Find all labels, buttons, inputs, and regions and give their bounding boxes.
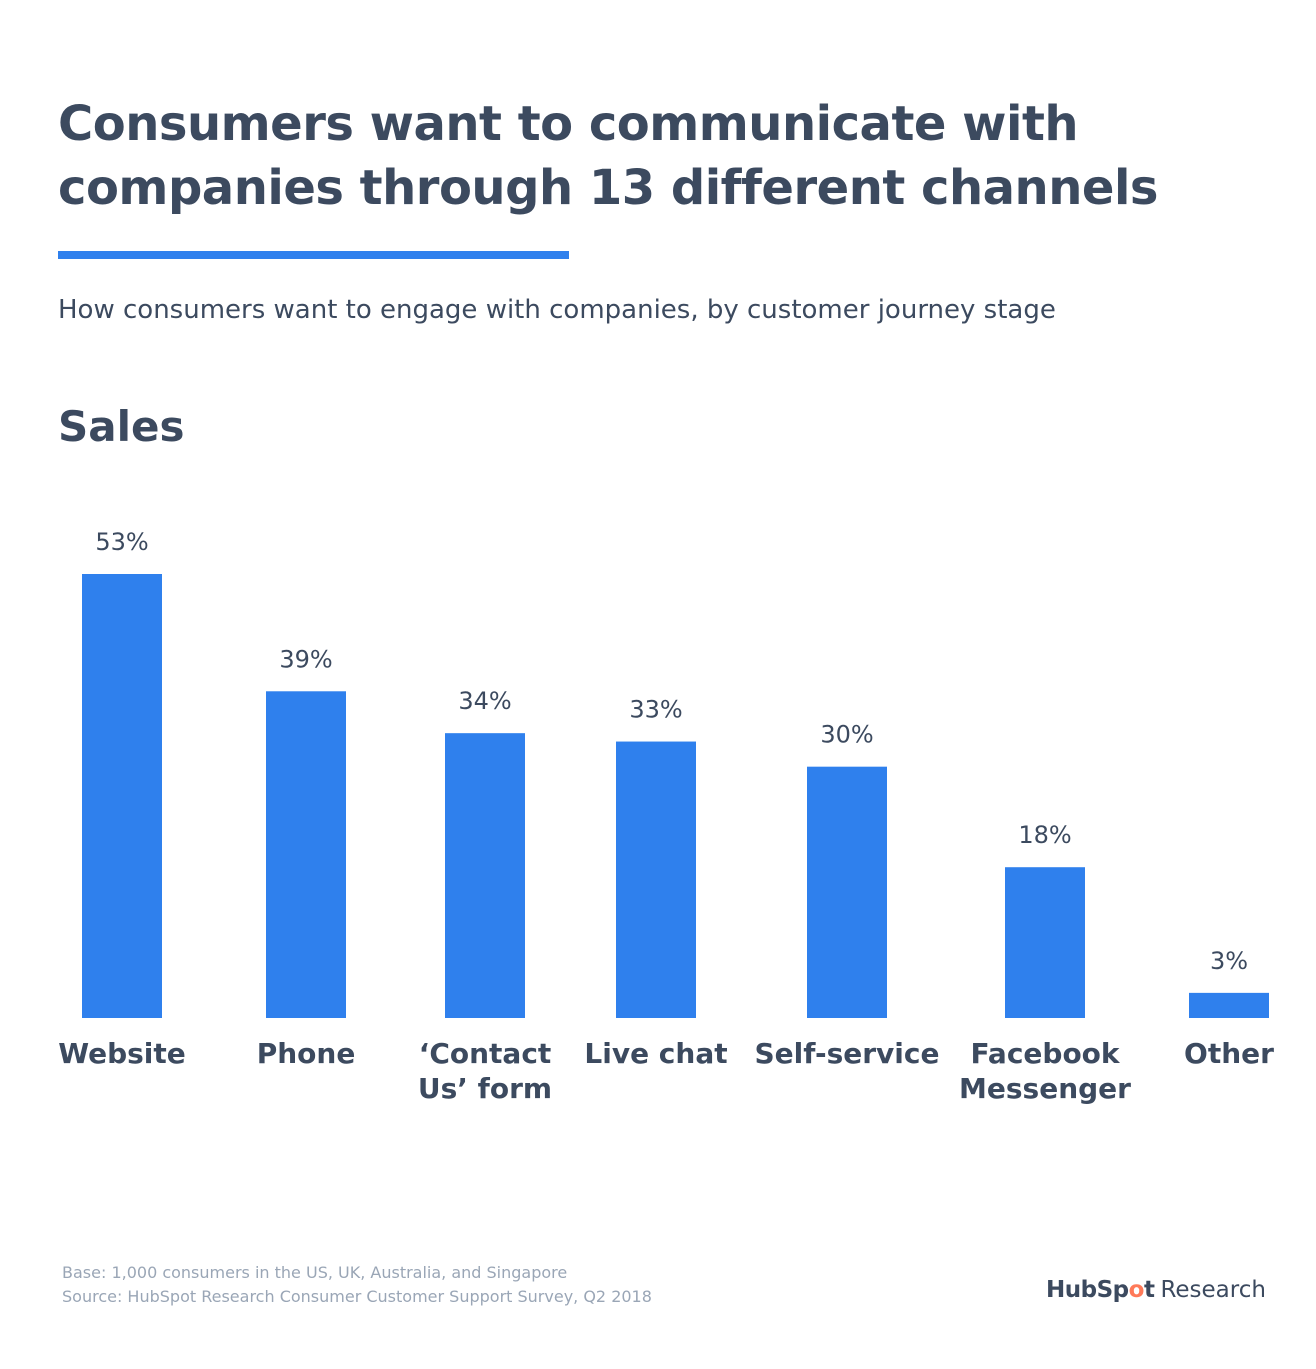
bar [266, 691, 346, 1018]
footnote-source: Source: HubSpot Research Consumer Custom… [62, 1287, 652, 1306]
category-label: Self-service [755, 1037, 940, 1070]
category-label: ‘Contact Us’ form [418, 1037, 552, 1105]
bar [1005, 867, 1085, 1018]
category-label: Other [1184, 1037, 1274, 1070]
section-label: Sales [58, 402, 185, 451]
footnote: Base: 1,000 consumers in the US, UK, Aus… [62, 1261, 652, 1309]
category-label-line: Self-service [755, 1037, 940, 1070]
value-labels-group: 53% 39% 34% 33% 30% 18% 3% [95, 528, 1248, 975]
category-label-line: Live chat [584, 1037, 727, 1070]
bar [1189, 992, 1269, 1018]
bar [616, 741, 696, 1018]
category-label: Website [58, 1037, 186, 1070]
category-label-line: Other [1184, 1037, 1274, 1070]
category-label-line: Messenger [959, 1072, 1131, 1105]
sprocket-icon: o [1128, 1277, 1145, 1303]
category-labels-group: Website Phone ‘Contact Us’ form Live chat Sel… [58, 1037, 1274, 1105]
value-label: 3% [1210, 947, 1248, 975]
value-label: 34% [458, 687, 511, 715]
value-label: 53% [95, 528, 148, 556]
category-label-line: Facebook [970, 1037, 1120, 1070]
chart-subtitle: How consumers want to engage with compan… [58, 295, 1056, 325]
category-label-line: Website [58, 1037, 186, 1070]
logo-text-end: t [1143, 1277, 1155, 1303]
footnote-base: Base: 1,000 consumers in the US, UK, Aus… [62, 1263, 568, 1282]
brand-mark: HubSpot Research [1046, 1274, 1266, 1306]
bars-group [82, 574, 1269, 1018]
value-label: 39% [279, 645, 332, 673]
logo-text-start: HubSp [1046, 1277, 1129, 1303]
brand-suffix: Research [1160, 1277, 1266, 1303]
category-label-line: Us’ form [418, 1072, 552, 1105]
bar [445, 733, 525, 1018]
bar [807, 766, 887, 1018]
bar [82, 574, 162, 1018]
category-label: Phone [257, 1037, 356, 1070]
value-label: 33% [629, 696, 682, 724]
chart-title: Consumers want to communicate with compa… [58, 96, 1158, 216]
category-label: Facebook Messenger [959, 1037, 1131, 1105]
value-label: 18% [1018, 821, 1071, 849]
hubspot-logo: HubSpot [1046, 1277, 1155, 1303]
value-label: 30% [820, 721, 873, 749]
category-label-line: ‘Contact [419, 1037, 552, 1070]
title-underline [58, 251, 569, 259]
category-label-line: Phone [257, 1037, 356, 1070]
category-label: Live chat [584, 1037, 727, 1070]
